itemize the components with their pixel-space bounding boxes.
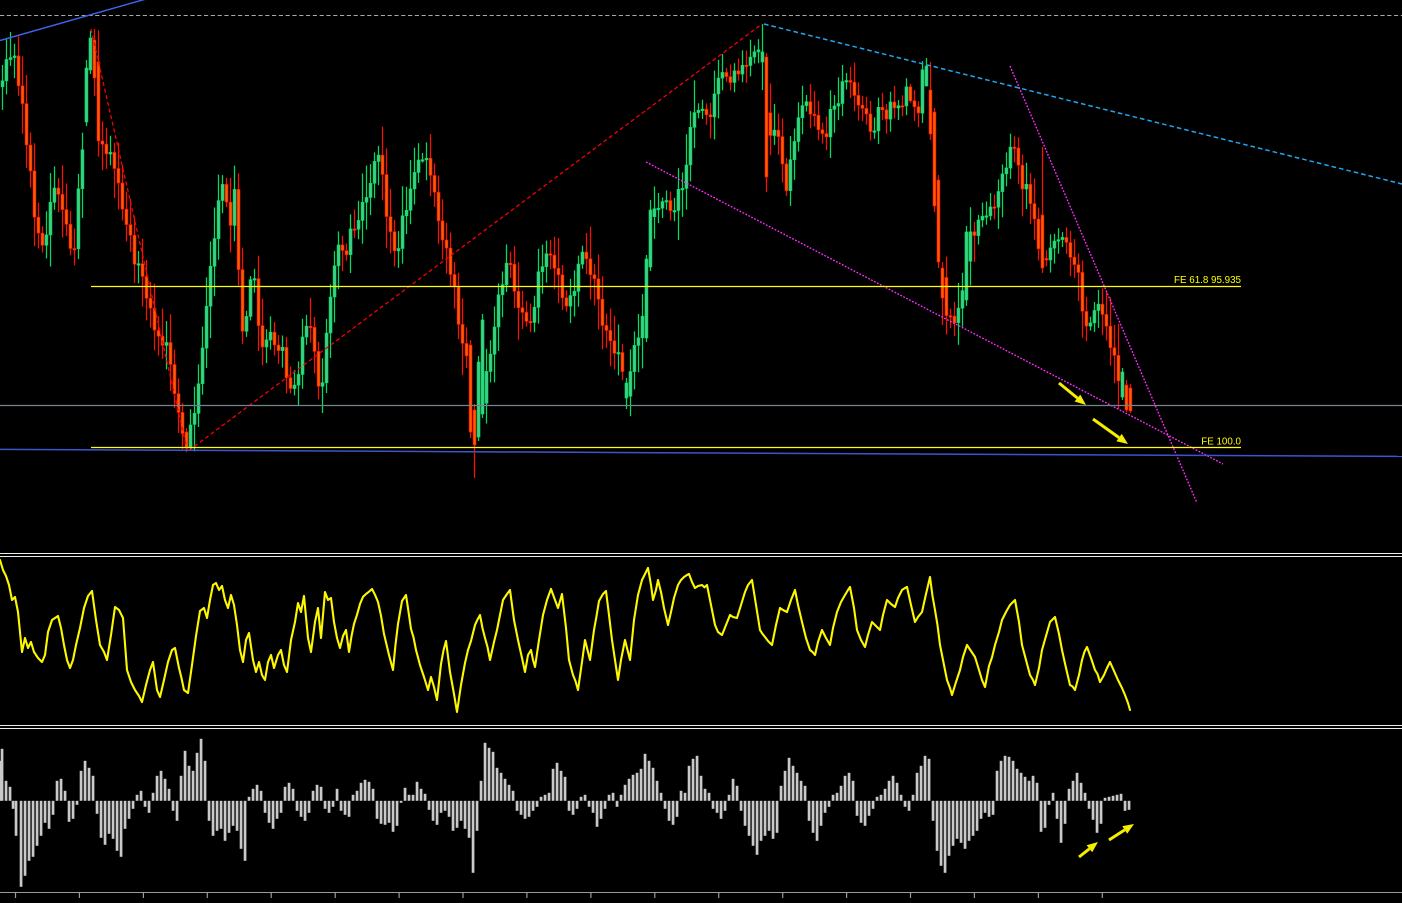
svg-text:FE 100.0: FE 100.0 xyxy=(1201,437,1241,448)
svg-text:FE 61.8 95.935: FE 61.8 95.935 xyxy=(1174,275,1242,286)
